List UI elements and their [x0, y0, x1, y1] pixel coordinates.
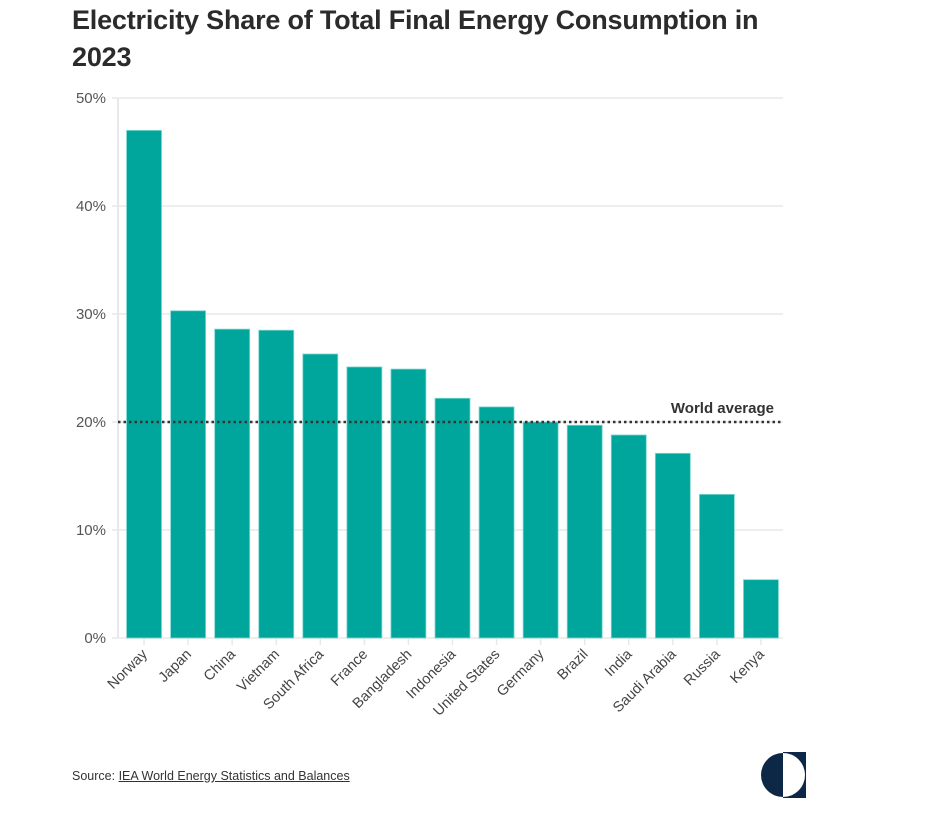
- x-tick-label: China: [201, 646, 240, 685]
- x-tick-label: France: [328, 647, 371, 690]
- y-tick-label: 30%: [76, 306, 106, 323]
- y-tick-label: 40%: [76, 198, 106, 215]
- x-tick-label: Russia: [681, 646, 724, 689]
- source-link[interactable]: IEA World Energy Statistics and Balances: [118, 769, 350, 783]
- bar-germany: [522, 421, 559, 639]
- world-average-label: World average: [671, 400, 774, 417]
- source-note: Source: IEA World Energy Statistics and …: [72, 769, 350, 783]
- bar-brazil: [566, 424, 603, 639]
- x-tick-label: Norway: [105, 646, 152, 693]
- x-tick-label: Germany: [494, 646, 548, 700]
- y-tick-label: 20%: [76, 414, 106, 431]
- bar-france: [346, 366, 383, 639]
- bar-india: [610, 434, 647, 639]
- bar-south-africa: [302, 353, 339, 639]
- bar-chart: 0%10%20%30%40%50%Norway Japan ChinaVietnam…: [76, 90, 783, 719]
- bar-kenya: [743, 579, 779, 639]
- bar-indonesia: [434, 397, 471, 639]
- x-tick-label: India: [602, 646, 636, 680]
- bar-norway: [126, 129, 162, 639]
- y-tick-label: 10%: [76, 522, 106, 539]
- bar-united-states: [478, 406, 515, 639]
- bar-china: [214, 328, 251, 639]
- bar-japan: [170, 310, 207, 639]
- source-prefix: Source:: [72, 769, 119, 783]
- x-tick-label: Brazil: [555, 647, 592, 684]
- x-tick-label: Japan: [156, 647, 195, 686]
- x-tick-label: Kenya: [727, 646, 768, 687]
- bar-bangladesh: [390, 368, 427, 639]
- chart-title: Electricity Share of Total Final Energy …: [72, 5, 759, 72]
- half-circle-logo-icon: [761, 752, 806, 798]
- bar-saudi-arabia: [654, 452, 691, 639]
- y-tick-label: 50%: [76, 90, 106, 107]
- bar-vietnam: [258, 329, 295, 639]
- bar-russia: [699, 493, 735, 639]
- y-tick-label: 0%: [84, 630, 106, 647]
